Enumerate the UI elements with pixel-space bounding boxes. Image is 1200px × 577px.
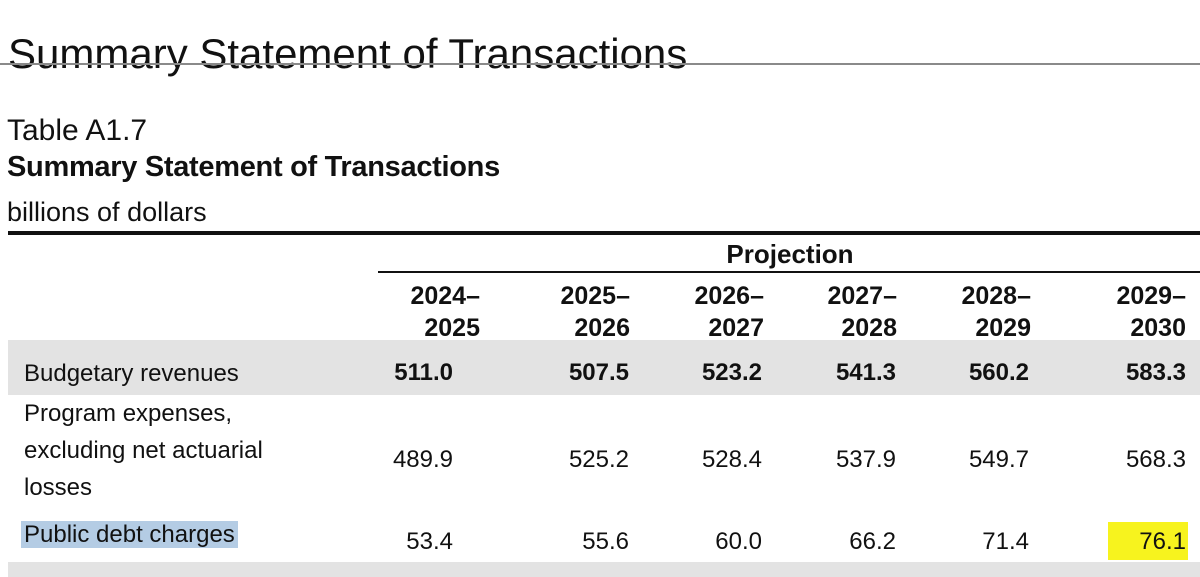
table-title: Summary Statement of Transactions: [7, 151, 500, 183]
column-header-line: 2024–: [410, 282, 480, 310]
column-header-line: 2027: [708, 314, 764, 342]
column-header-2025-2026: 2025– 2026: [520, 280, 630, 344]
row-label-program-expenses: Program expenses, excluding net actuaria…: [24, 395, 263, 506]
row-label-line: excluding net actuarial: [24, 437, 263, 464]
label-highlight: Public debt charges: [21, 521, 238, 548]
row-label-budgetary-revenues: Budgetary revenues: [24, 360, 239, 387]
table-cell: 583.3: [1125, 359, 1186, 386]
column-header-2029-2030: 2029– 2030: [1076, 280, 1186, 344]
column-header-line: 2029–: [1116, 282, 1186, 310]
table-cell: 541.3: [835, 359, 896, 386]
table-top-rule: [8, 231, 1200, 235]
row-band-shading: [8, 340, 1200, 395]
table-cell: 60.0: [715, 528, 762, 555]
table-bottom-shading: [8, 562, 1200, 577]
table-cell: 523.2: [701, 359, 762, 386]
table-unit: billions of dollars: [7, 197, 207, 227]
table-cell: 528.4: [701, 446, 762, 473]
table-cell: 66.2: [849, 528, 896, 555]
column-header-line: 2025: [424, 314, 480, 342]
row-label-public-debt-charges: Public debt charges: [21, 516, 238, 553]
column-header-line: 2029: [975, 314, 1031, 342]
column-header-line: 2028–: [961, 282, 1031, 310]
table-cell: 511.0: [394, 359, 453, 386]
column-header-line: 2026: [574, 314, 630, 342]
column-header-2024-2025: 2024– 2025: [370, 280, 480, 344]
table-cell: 53.4: [406, 528, 453, 555]
column-header-line: 2026–: [694, 282, 764, 310]
column-header-line: 2028: [841, 314, 897, 342]
table-cell: 489.9: [392, 446, 453, 473]
column-header-line: 2025–: [560, 282, 630, 310]
column-header-2026-2027: 2026– 2027: [654, 280, 764, 344]
value-highlight-marker: [1108, 522, 1188, 560]
column-header-line: 2030: [1130, 314, 1186, 342]
table-cell-highlighted: 76.1: [1139, 528, 1186, 555]
table-cell: 507.5: [568, 359, 629, 386]
column-header-2027-2028: 2027– 2028: [787, 280, 897, 344]
column-header-2028-2029: 2028– 2029: [921, 280, 1031, 344]
table-cell: 537.9: [835, 446, 896, 473]
heading-divider: [0, 63, 1200, 65]
table-cell: 55.6: [582, 528, 629, 555]
table-cell: 560.2: [968, 359, 1029, 386]
table-cell: 549.7: [968, 446, 1029, 473]
table-cell: 568.3: [1125, 446, 1186, 473]
row-label-line: losses: [24, 474, 93, 501]
column-header-line: 2027–: [827, 282, 897, 310]
table-cell: 71.4: [982, 528, 1029, 555]
row-label-line: Program expenses,: [24, 400, 233, 427]
page-heading: Summary Statement of Transactions: [8, 30, 688, 78]
projection-rule: [378, 271, 1200, 273]
table-cell: 525.2: [568, 446, 629, 473]
table-number: Table A1.7: [7, 114, 148, 147]
projection-header: Projection: [726, 239, 854, 269]
